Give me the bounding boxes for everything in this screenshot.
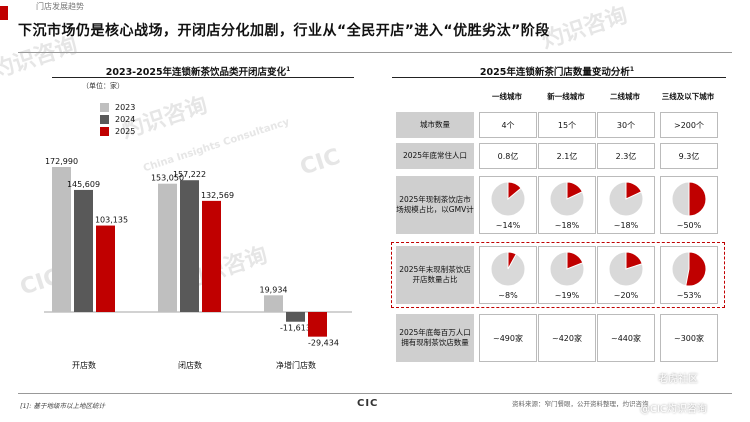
bar-2024-0 bbox=[74, 189, 93, 312]
pie-value-label: ~8% bbox=[498, 291, 518, 300]
legend-item-2025: 2025 bbox=[100, 125, 135, 137]
category-label: 开店数 bbox=[72, 360, 96, 370]
unit-label: （单位：家） bbox=[82, 82, 124, 90]
pie-cell: ~8% bbox=[479, 246, 537, 304]
pie-value-label: ~50% bbox=[676, 221, 702, 230]
bar-2025-2 bbox=[308, 312, 327, 337]
pie-value-label: ~53% bbox=[676, 291, 702, 300]
column-header: 二线城市 bbox=[610, 92, 640, 101]
pie-share-slice bbox=[688, 181, 707, 217]
legend-item-2024: 2024 bbox=[100, 113, 135, 125]
bar-value-label: -11,613 bbox=[280, 324, 311, 333]
pie-cell: ~53% bbox=[660, 246, 718, 304]
pie-chart bbox=[671, 251, 707, 287]
row-label: 2025年现制茶饮店市场规模占比，以GMV计 bbox=[396, 176, 474, 234]
right-title-underline bbox=[392, 77, 726, 78]
row-label: 2025年底常住人口 bbox=[396, 143, 474, 169]
table-cell: ~420家 bbox=[538, 314, 596, 362]
table-cell: ~490家 bbox=[479, 314, 537, 362]
pie-share-slice bbox=[625, 181, 643, 200]
source-note: 资料来源：窄门餐眼，公开资料整理，灼识咨询 bbox=[512, 400, 649, 408]
breadcrumb: 门店发展趋势 bbox=[36, 2, 84, 11]
category-label: 闭店数 bbox=[178, 360, 202, 370]
pie-chart bbox=[549, 251, 585, 287]
pie-cell: ~18% bbox=[538, 176, 596, 234]
bar-value-label: 132,569 bbox=[201, 191, 234, 200]
left-title-underline bbox=[52, 77, 354, 78]
title-divider bbox=[18, 52, 732, 53]
bar-value-label: 19,934 bbox=[260, 285, 288, 294]
credit-label: @CIC灼识咨询 bbox=[640, 404, 707, 415]
cic-logo: CIC bbox=[357, 398, 379, 409]
column-header: 三线及以下城市 bbox=[661, 92, 715, 101]
bar-value-label: 157,222 bbox=[173, 170, 206, 179]
category-label: 净增门店数 bbox=[276, 360, 316, 370]
bar-2023-1 bbox=[158, 183, 177, 312]
row-label: 2025年末现制茶饮店开店数量占比 bbox=[396, 246, 474, 304]
row-label: 城市数量 bbox=[396, 112, 474, 138]
table-cell: ~300家 bbox=[660, 314, 718, 362]
bar-2024-2 bbox=[286, 312, 305, 322]
bar-2025-0 bbox=[96, 225, 115, 312]
table-cell: 30个 bbox=[597, 112, 655, 138]
pie-value-label: ~20% bbox=[613, 291, 639, 300]
pie-value-label: ~14% bbox=[495, 221, 521, 230]
bar-value-label: 103,135 bbox=[95, 216, 128, 225]
pie-chart bbox=[608, 251, 644, 287]
accent-bar bbox=[0, 6, 8, 20]
table-cell: >200个 bbox=[660, 112, 718, 138]
pie-cell: ~14% bbox=[479, 176, 537, 234]
bar-2023-2 bbox=[264, 295, 283, 312]
footnote: [1]: 基于地级市以上地区统计 bbox=[20, 402, 105, 410]
chart-legend: 2023 2024 2025 bbox=[100, 101, 135, 137]
pie-chart bbox=[671, 181, 707, 217]
column-header: 新一线城市 bbox=[547, 92, 585, 101]
bar-2023-0 bbox=[52, 167, 71, 312]
pie-share-slice bbox=[507, 181, 522, 201]
pie-chart bbox=[608, 181, 644, 217]
pie-cell: ~18% bbox=[597, 176, 655, 234]
page-title: 下沉市场仍是核心战场，开闭店分化加剧，行业从“全民开店”进入“优胜劣汰”阶段 bbox=[18, 23, 550, 39]
bar-value-label: 153,050 bbox=[151, 174, 184, 183]
pie-chart bbox=[490, 251, 526, 287]
pie-share-slice bbox=[625, 251, 643, 270]
footer-divider bbox=[18, 393, 732, 394]
pie-share-slice bbox=[507, 251, 517, 270]
bar-2024-1 bbox=[180, 180, 199, 312]
credit-label: 老虎社区 bbox=[658, 374, 698, 385]
table-cell: 2.1亿 bbox=[538, 143, 596, 169]
column-header: 一线城市 bbox=[492, 92, 522, 101]
table-cell: 9.3亿 bbox=[660, 143, 718, 169]
row-label: 2025年底每百万人口拥有现制茶饮店数量 bbox=[396, 314, 474, 362]
pie-value-label: ~18% bbox=[613, 221, 639, 230]
left-panel-title: 2023-2025年连锁新茶饮品类开闭店变化1 bbox=[105, 65, 291, 78]
table-cell: 15个 bbox=[538, 112, 596, 138]
pie-share-slice bbox=[685, 251, 707, 287]
table-cell: 2.3亿 bbox=[597, 143, 655, 169]
pie-cell: ~19% bbox=[538, 246, 596, 304]
bar-value-label: 145,609 bbox=[67, 180, 100, 189]
table-cell: ~440家 bbox=[597, 314, 655, 362]
bar-value-label: -29,434 bbox=[308, 339, 339, 348]
bar-value-label: 172,990 bbox=[45, 157, 78, 166]
pie-cell: ~20% bbox=[597, 246, 655, 304]
pie-chart bbox=[549, 181, 585, 217]
pie-share-slice bbox=[566, 181, 584, 200]
legend-item-2023: 2023 bbox=[100, 101, 135, 113]
pie-value-label: ~19% bbox=[554, 291, 580, 300]
highlight-box bbox=[391, 242, 725, 308]
pie-cell: ~50% bbox=[660, 176, 718, 234]
pie-value-label: ~18% bbox=[554, 221, 580, 230]
top-bar: 门店发展趋势 bbox=[0, 0, 750, 20]
bar-2025-1 bbox=[202, 200, 221, 312]
table-cell: 0.8亿 bbox=[479, 143, 537, 169]
pie-share-slice bbox=[566, 251, 584, 270]
right-panel-title: 2025年连锁新茶门店数量变动分析1 bbox=[479, 65, 635, 78]
pie-chart bbox=[490, 181, 526, 217]
table-cell: 4个 bbox=[479, 112, 537, 138]
